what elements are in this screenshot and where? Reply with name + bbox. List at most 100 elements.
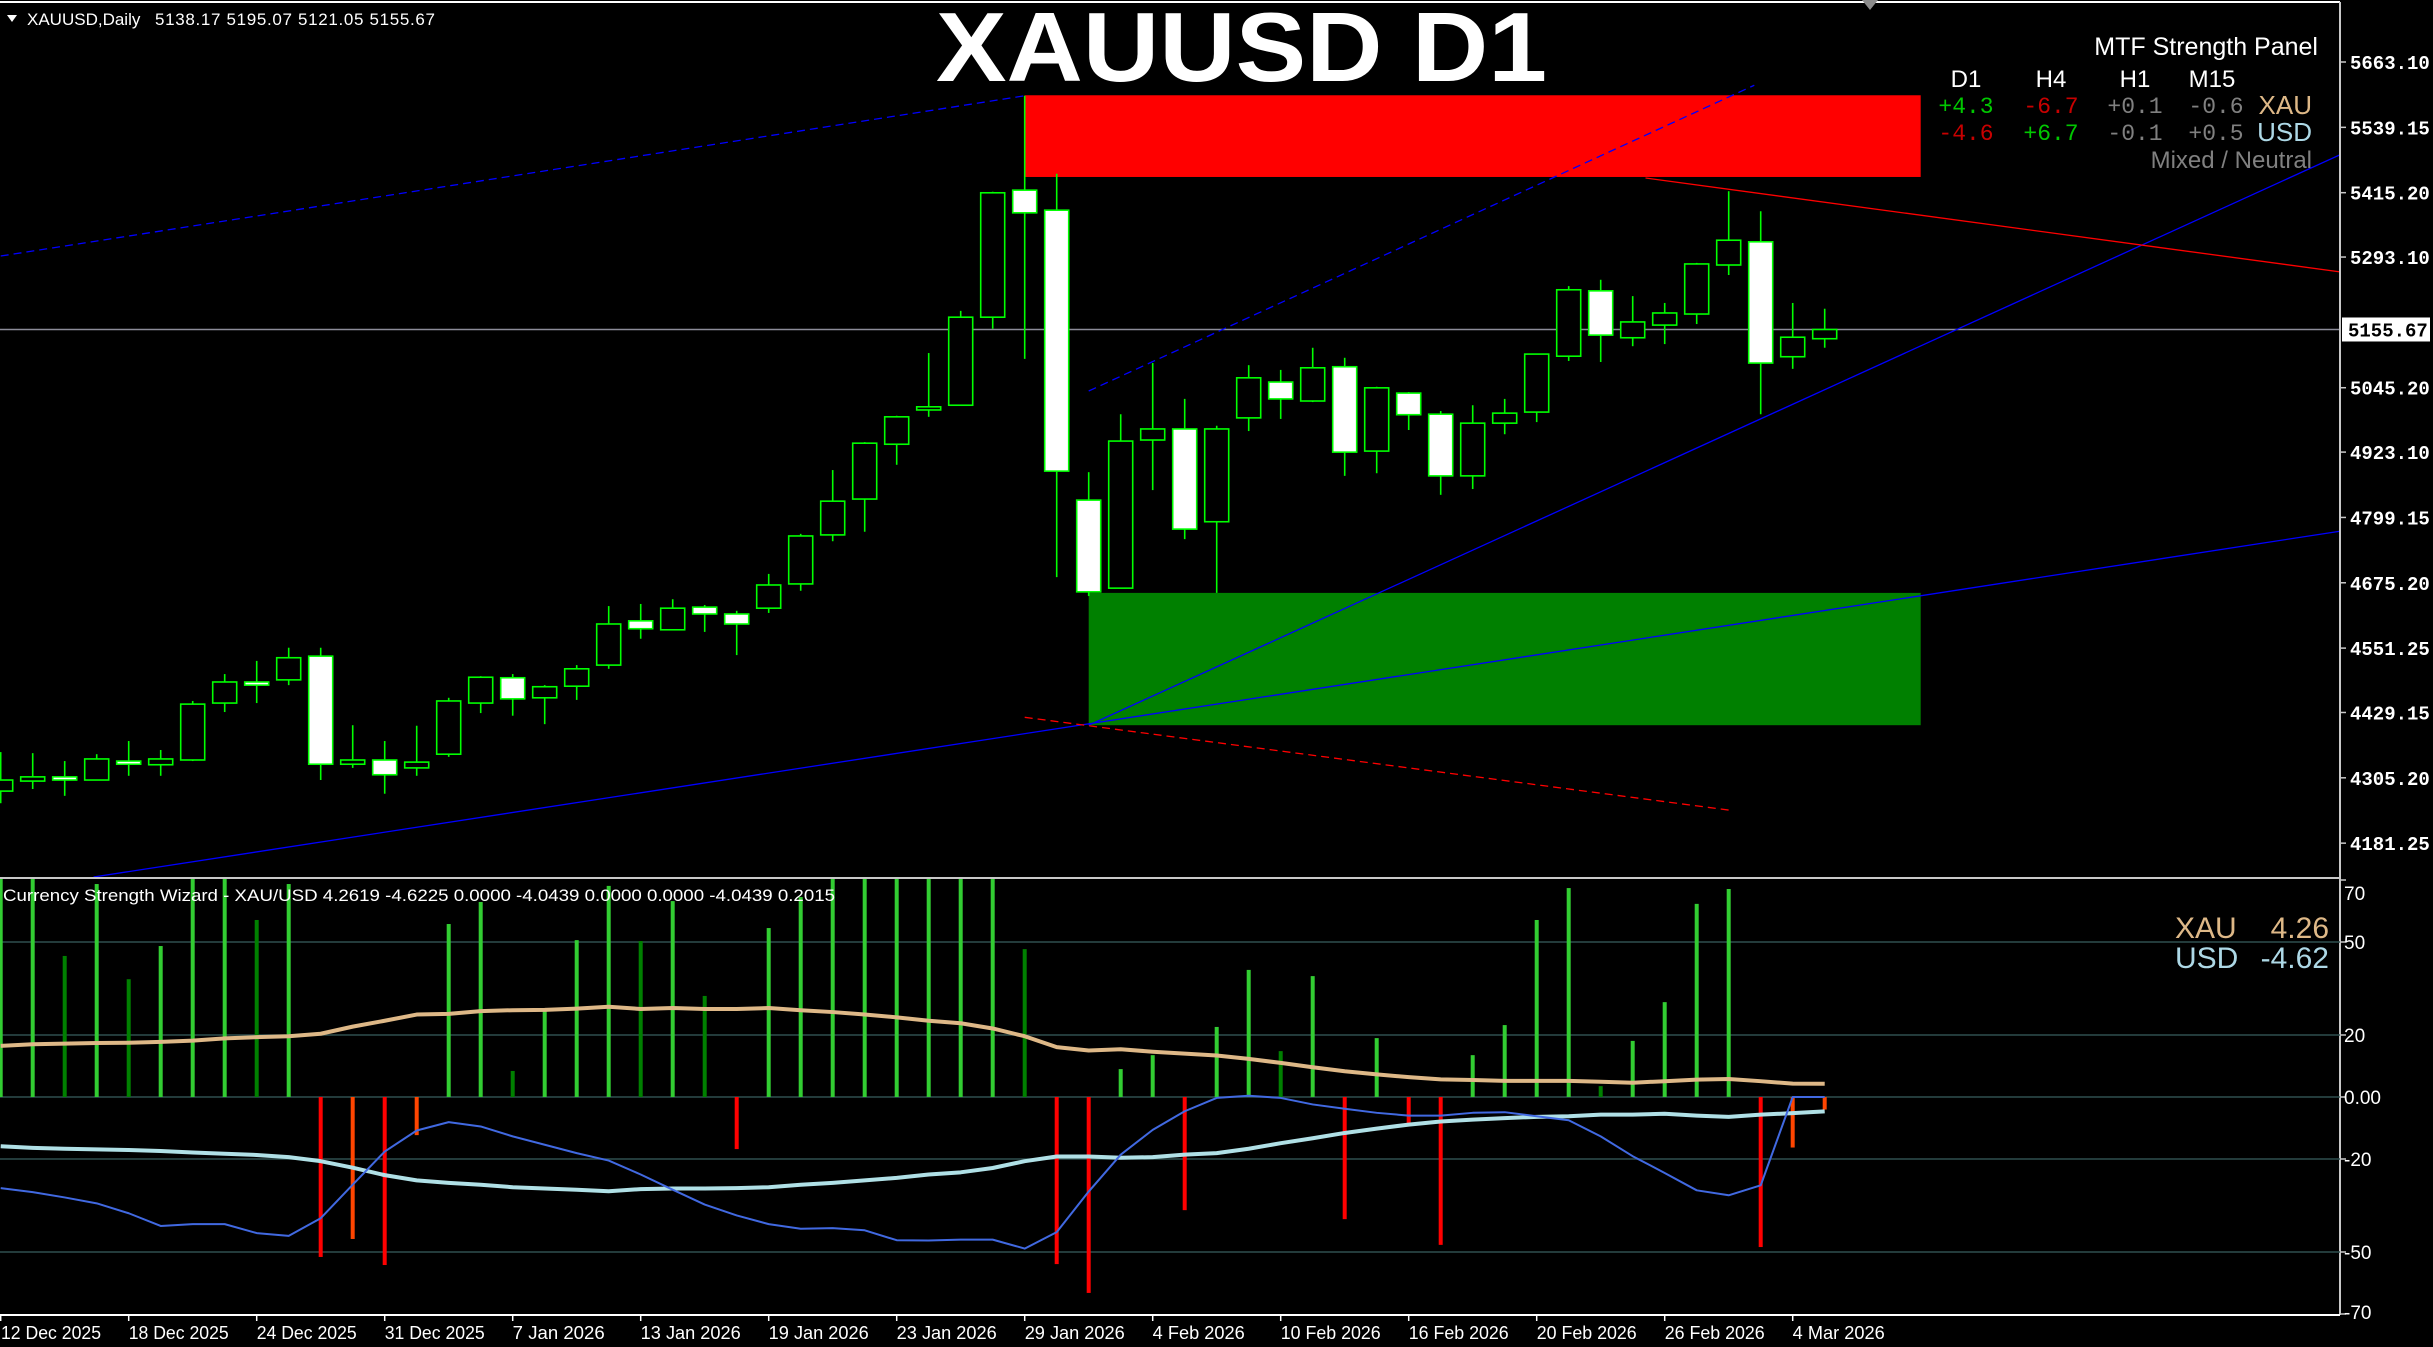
histogram-bar: [1822, 1097, 1827, 1110]
bear-candle-body: [1587, 290, 1614, 336]
candle: [915, 353, 942, 417]
bear-candle-body: [51, 776, 78, 781]
legend-currency: USD: [2175, 942, 2238, 975]
ohlc-values: 5138.17 5195.07 5121.05 5155.67: [155, 10, 435, 29]
candle: [1043, 173, 1070, 578]
xau-strength-line: [0, 1004, 1825, 1086]
candle: [147, 749, 174, 776]
histogram-bar: [286, 884, 291, 1097]
histogram-bar: [1118, 1069, 1123, 1097]
histogram-bar: [830, 879, 835, 1097]
histogram-bar: [1214, 1026, 1219, 1097]
time-tick-label: 23 Jan 2026: [897, 1323, 997, 1343]
indicator-title: Currency Strength Wizard - XAU/USD 4.261…: [3, 886, 835, 905]
chart-shift-marker-icon[interactable]: [1862, 0, 1878, 10]
bull-candle-body: [211, 681, 238, 704]
trendlines-layer[interactable]: [0, 84, 2340, 877]
bull-candle-body: [1619, 321, 1646, 339]
candles-layer: [0, 95, 1838, 804]
histogram-bar: [510, 1070, 515, 1097]
bull-candle-body: [883, 416, 910, 446]
time-tick-label: 31 Dec 2025: [385, 1323, 485, 1343]
histogram-bar: [574, 940, 579, 1097]
bull-candle-body: [275, 656, 302, 681]
time-tick-label: 20 Feb 2026: [1537, 1323, 1637, 1343]
mtf-value: +4.3: [1938, 94, 1993, 120]
candle: [563, 665, 590, 700]
demand-zone[interactable]: [1088, 592, 1921, 726]
bull-candle-body: [1811, 328, 1838, 340]
histogram-bar: [1598, 1086, 1603, 1097]
price-axis[interactable]: 5663.10 5539.15 5415.20 5293.10 5045.20 4923.…: [2340, 53, 2430, 856]
candle: [979, 191, 1006, 329]
candle: [659, 599, 686, 631]
candle: [19, 753, 46, 789]
candle: [1107, 414, 1134, 589]
mtf-value: +0.1: [2107, 94, 2162, 120]
bull-candle-body: [915, 406, 942, 411]
indicator-pane[interactable]: [0, 865, 2340, 1293]
bull-candle-body: [755, 584, 782, 609]
histogram-bar: [318, 1097, 323, 1257]
histogram-bar: [1150, 1055, 1155, 1097]
bull-candle-body: [1459, 422, 1486, 477]
candle: [1491, 398, 1518, 435]
price-pane[interactable]: [0, 84, 2340, 877]
indicator-tick-label: 20: [2344, 1026, 2365, 1047]
histogram-bar: [606, 885, 611, 1097]
histogram-bar: [638, 941, 643, 1097]
price-tick-label: 5415.20: [2350, 184, 2430, 206]
candle: [1683, 262, 1710, 325]
histogram-bar: [0, 879, 3, 1097]
trendline[interactable]: [1645, 177, 2340, 273]
price-tick-label: 4551.25: [2350, 639, 2430, 661]
bull-candle-body: [339, 759, 366, 766]
trendline[interactable]: [93, 530, 2340, 877]
bear-candle-body: [1171, 428, 1198, 530]
bull-candle-body: [83, 758, 110, 781]
bear-candle-body: [691, 606, 718, 615]
candle: [723, 610, 750, 656]
trendline[interactable]: [1024, 716, 1729, 811]
time-axis[interactable]: 12 Dec 2025 18 Dec 2025 24 Dec 2025 31 Dec …: [0, 1315, 1885, 1343]
candle: [1779, 302, 1806, 369]
trendline[interactable]: [1088, 84, 1755, 392]
histogram-bar: [62, 955, 67, 1097]
collapse-triangle-icon[interactable]: [7, 15, 17, 22]
time-tick-label: 19 Jan 2026: [769, 1323, 869, 1343]
mtf-panel-title: MTF Strength Panel: [2094, 33, 2318, 61]
indicator-tick-label: 0.00: [2344, 1088, 2381, 1109]
bull-candle-body: [1203, 428, 1230, 523]
bull-candle-body: [1651, 312, 1678, 326]
bull-candle-body: [659, 607, 686, 631]
bull-candle-body: [1235, 377, 1262, 419]
candle: [51, 761, 78, 796]
bull-candle-body: [819, 500, 846, 536]
candle: [947, 310, 974, 407]
bear-candle-body: [1011, 189, 1038, 214]
bull-candle-body: [1139, 428, 1166, 441]
candle: [1587, 279, 1614, 362]
candle: [179, 700, 206, 762]
histogram-bar: [478, 902, 483, 1097]
candle: [435, 697, 462, 757]
candle: [1523, 353, 1550, 423]
trendline[interactable]: [1088, 154, 2340, 726]
bull-candle-body: [147, 758, 174, 766]
price-tick-label: 5539.15: [2350, 118, 2430, 140]
supply-zone[interactable]: [1024, 95, 1921, 177]
candle: [211, 674, 238, 713]
candle: [1203, 425, 1230, 593]
histogram-bar: [1438, 1097, 1443, 1245]
bear-candle-body: [1747, 241, 1774, 364]
current-price-value: 5155.67: [2348, 320, 2428, 342]
trendline[interactable]: [0, 95, 1025, 257]
bull-candle-body: [851, 442, 878, 500]
candle: [883, 415, 910, 465]
legend-value: -4.62: [2261, 942, 2329, 975]
strength-lines: [0, 1004, 1825, 1250]
histogram-bar: [1310, 976, 1315, 1097]
histogram-bar: [94, 884, 99, 1097]
price-tick-label: 5045.20: [2350, 379, 2430, 401]
